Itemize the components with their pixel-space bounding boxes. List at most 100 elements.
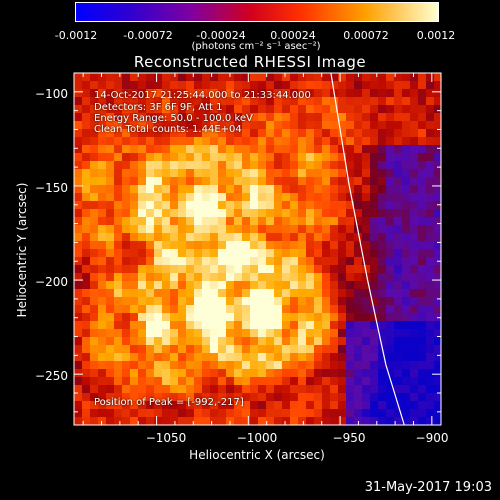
heatmap-cell: [434, 121, 441, 129]
heatmap-cell: [362, 161, 370, 169]
heatmap-cell: [258, 337, 266, 345]
heatmap-cell: [194, 273, 202, 281]
heatmap-cell: [194, 177, 202, 185]
heatmap-cell: [210, 409, 218, 417]
heatmap-cell: [282, 217, 290, 225]
heatmap-cell: [138, 193, 146, 201]
heatmap-cell: [146, 241, 154, 249]
heatmap-cell: [434, 193, 441, 201]
heatmap-cell: [74, 321, 82, 329]
heatmap-cell: [394, 281, 402, 289]
heatmap-cell: [202, 209, 210, 217]
heatmap-cell: [186, 361, 194, 369]
heatmap-cell: [218, 201, 226, 209]
heatmap-cell: [162, 361, 170, 369]
heatmap-cell: [426, 329, 434, 337]
heatmap-cell: [218, 217, 226, 225]
heatmap-cell: [202, 281, 210, 289]
heatmap-cell: [138, 305, 146, 313]
heatmap-cell: [434, 273, 441, 281]
heatmap-cell: [178, 297, 186, 305]
heatmap-cell: [322, 105, 330, 113]
heatmap-cell: [402, 209, 410, 217]
heatmap-cell: [210, 417, 218, 425]
heatmap-cell: [218, 329, 226, 337]
heatmap-cell: [314, 193, 322, 201]
heatmap-cell: [322, 361, 330, 369]
heatmap-cell: [434, 369, 441, 377]
heatmap-cell: [90, 321, 98, 329]
heatmap-cell: [186, 297, 194, 305]
heatmap-cell: [346, 113, 354, 121]
heatmap-cell: [186, 337, 194, 345]
heatmap-cell: [138, 137, 146, 145]
heatmap-cell: [242, 353, 250, 361]
heatmap-cell: [122, 305, 130, 313]
heatmap-cell: [186, 137, 194, 145]
heatmap-cell: [82, 105, 90, 113]
heatmap-cell: [386, 345, 394, 353]
heatmap-cell: [298, 361, 306, 369]
heatmap-cell: [282, 377, 290, 385]
heatmap-cell: [370, 97, 378, 105]
heatmap-cell: [154, 81, 162, 89]
heatmap-cell: [410, 89, 418, 97]
heatmap-cell: [274, 177, 282, 185]
heatmap-cell: [402, 105, 410, 113]
heatmap-cell: [330, 401, 338, 409]
heatmap-cell: [338, 177, 346, 185]
heatmap-cell: [418, 393, 426, 401]
heatmap-cell: [394, 97, 402, 105]
heatmap-cell: [274, 329, 282, 337]
heatmap-cell: [122, 201, 130, 209]
heatmap-cell: [426, 89, 434, 97]
heatmap-cell: [322, 137, 330, 145]
heatmap-cell: [306, 177, 314, 185]
heatmap-cell: [418, 161, 426, 169]
heatmap-cell: [306, 225, 314, 233]
heatmap-cell: [210, 145, 218, 153]
heatmap-cell: [90, 145, 98, 153]
heatmap-cell: [362, 329, 370, 337]
heatmap-cell: [234, 137, 242, 145]
heatmap-cell: [154, 265, 162, 273]
heatmap-cell: [242, 297, 250, 305]
time-range-annotation: 14-Oct-2017 21:25:44.000 to 21:33:44.000: [94, 90, 311, 101]
heatmap-cell: [226, 369, 234, 377]
heatmap-cell: [90, 249, 98, 257]
heatmap-cell: [362, 73, 370, 81]
heatmap-cell: [362, 97, 370, 105]
heatmap-cell: [250, 361, 258, 369]
heatmap-cell: [130, 385, 138, 393]
heatmap-cell: [234, 297, 242, 305]
heatmap-cell: [82, 169, 90, 177]
heatmap-cell: [298, 73, 306, 81]
heatmap-cell: [130, 209, 138, 217]
heatmap-cell: [386, 417, 394, 425]
heatmap-cell: [434, 305, 441, 313]
heatmap-cell: [298, 113, 306, 121]
heatmap-cell: [98, 273, 106, 281]
heatmap-cell: [234, 105, 242, 113]
heatmap-cell: [82, 337, 90, 345]
heatmap-cell: [90, 209, 98, 217]
heatmap-cell: [250, 217, 258, 225]
heatmap-cell: [74, 297, 82, 305]
heatmap-cell: [330, 217, 338, 225]
heatmap-cell: [202, 417, 210, 425]
heatmap-cell: [346, 353, 354, 361]
heatmap-cell: [362, 113, 370, 121]
heatmap-cell: [202, 265, 210, 273]
heatmap-cell: [138, 209, 146, 217]
heatmap-cell: [346, 329, 354, 337]
heatmap-cell: [226, 201, 234, 209]
heatmap-cell: [362, 345, 370, 353]
heatmap-cell: [154, 305, 162, 313]
heatmap-cell: [274, 169, 282, 177]
heatmap-cell: [282, 225, 290, 233]
heatmap-cell: [226, 329, 234, 337]
heatmap-cell: [194, 417, 202, 425]
heatmap-cell: [266, 281, 274, 289]
heatmap-cell: [434, 105, 441, 113]
heatmap-cell: [306, 193, 314, 201]
